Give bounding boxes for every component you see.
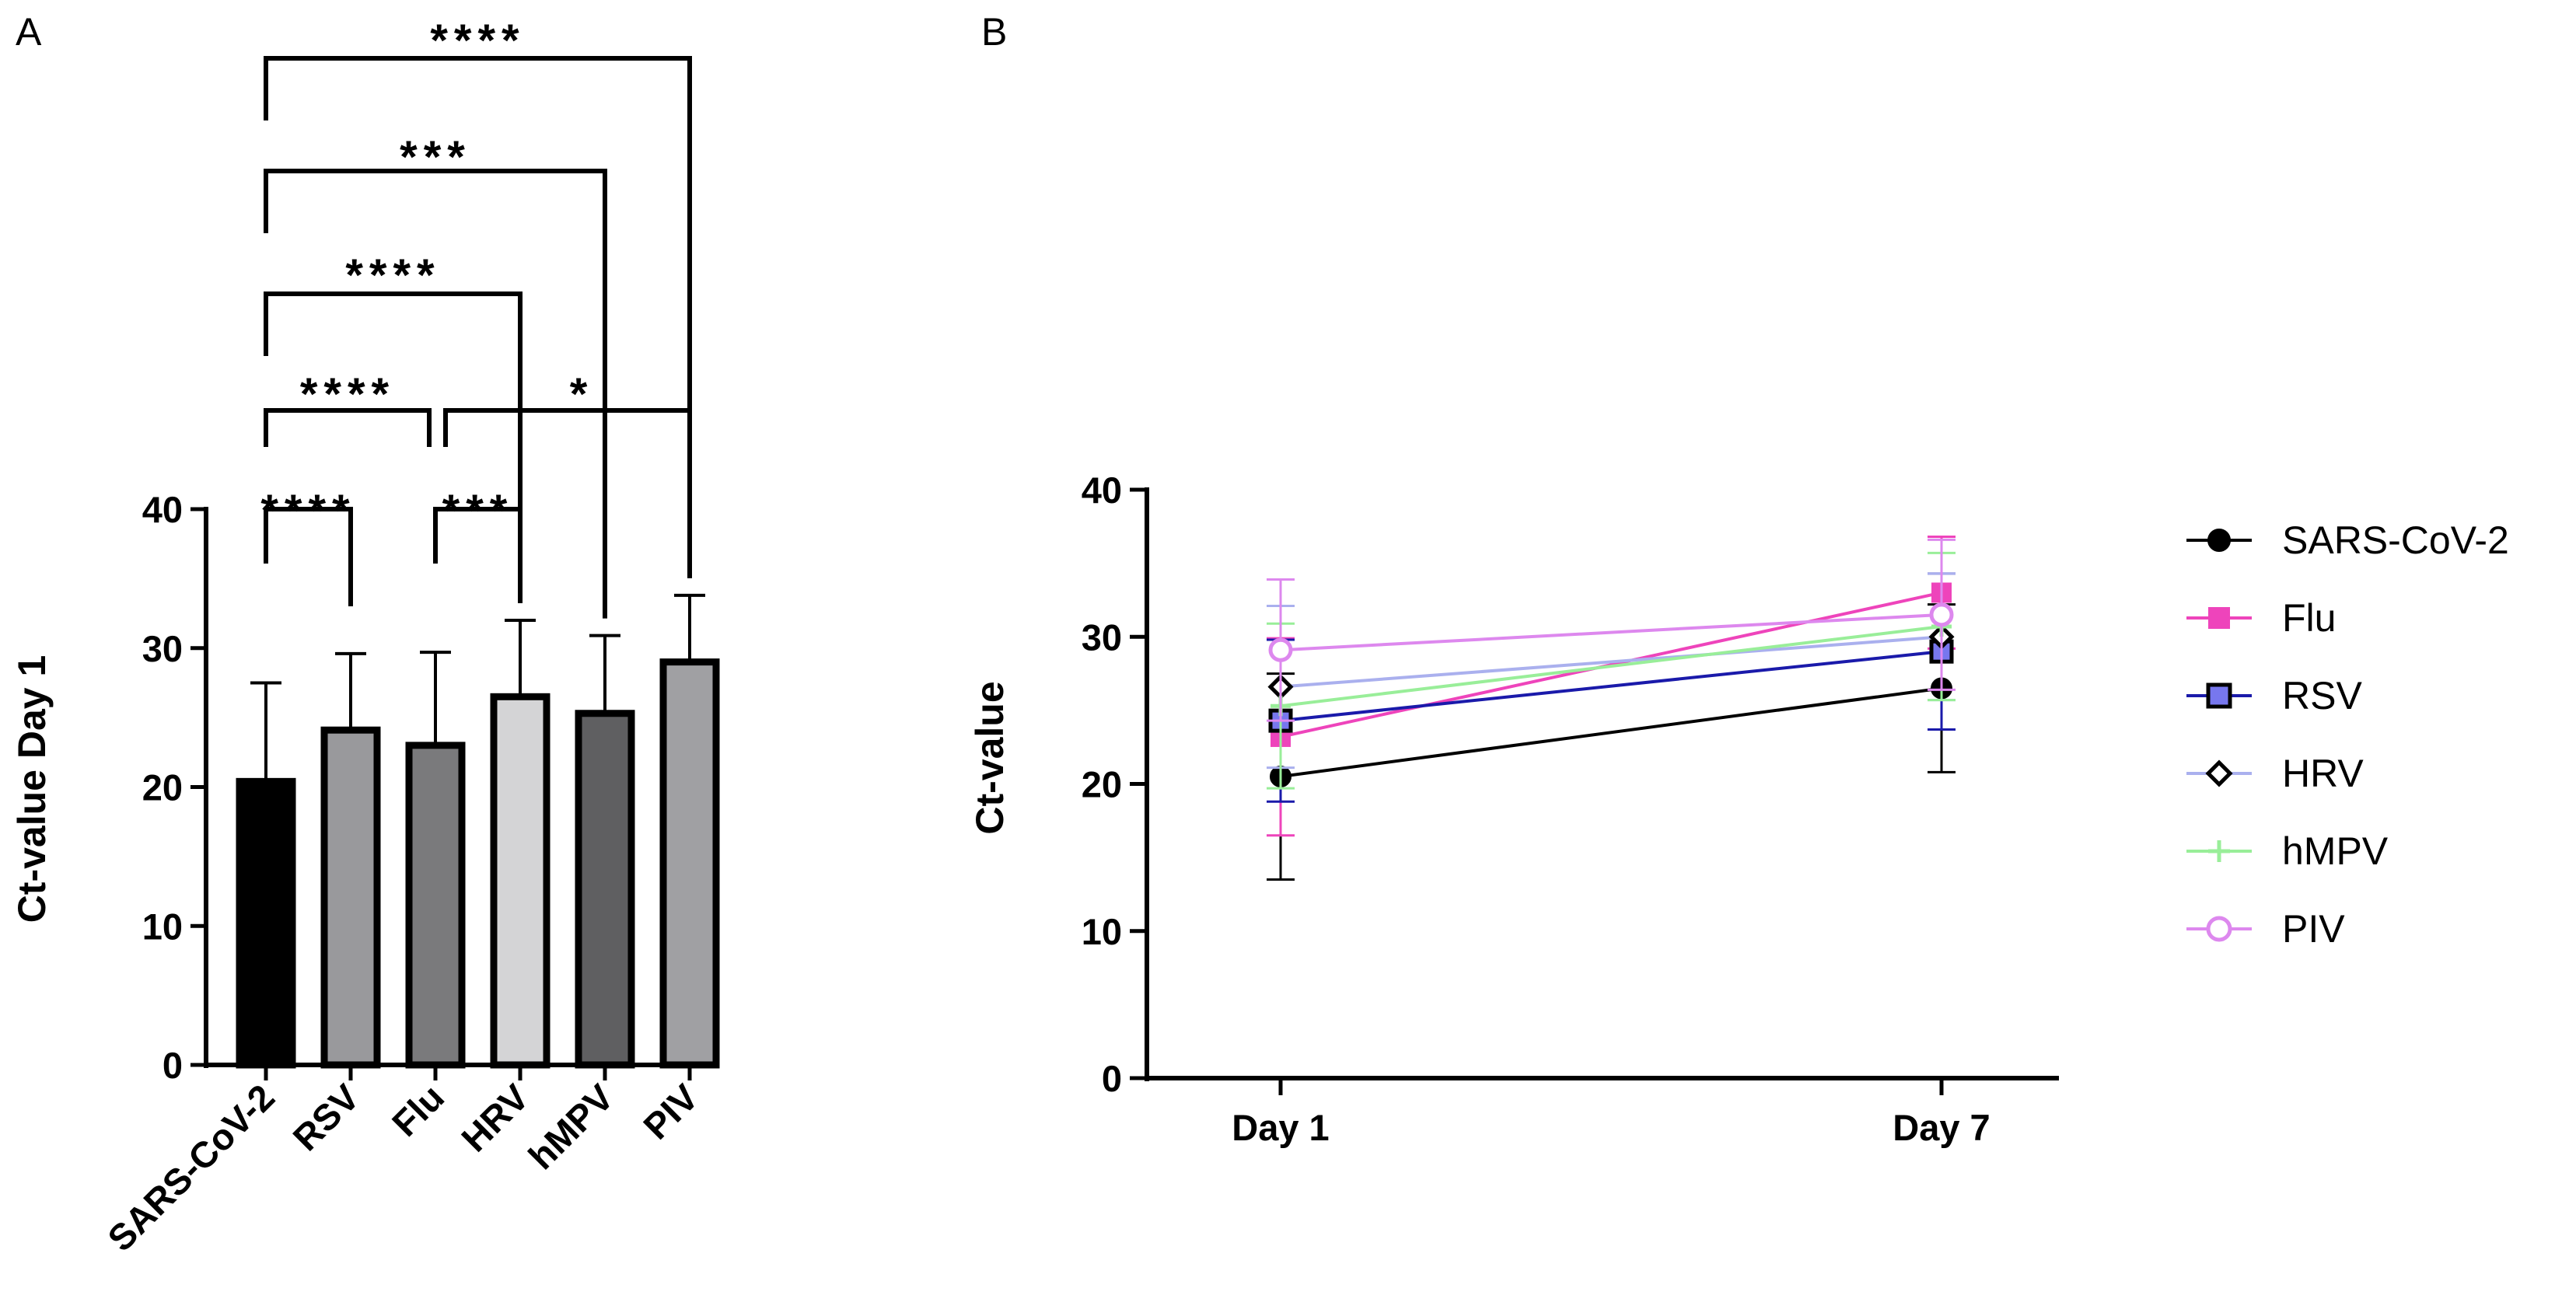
significance-bracket-sars-cov-2-rsv: **** [260, 486, 355, 606]
legend-item-sars-cov-2: SARS-CoV-2 [2186, 518, 2509, 562]
series-line-piv [1280, 613, 1942, 652]
bracket-line [264, 169, 607, 619]
panel-b: B Ct-value 0 10 20 30 40 Day 1 Day 7 SARS-CoV-2… [968, 10, 2509, 1148]
error-bar-sars-cov-2 [250, 681, 281, 782]
panel-a-label: A [16, 10, 42, 54]
panel-b-y-axis-title: Ct-value [968, 681, 1012, 834]
error-bar-piv [674, 593, 705, 662]
series-hmpv [1267, 551, 1956, 790]
series-line-sars-cov-2 [1280, 686, 1942, 779]
significance-stars: **** [300, 369, 395, 420]
x-tick-label-flu: Flu [384, 1077, 452, 1144]
y-tick-label-10: 10 [1082, 911, 1122, 952]
panel-a-y-axis-title: Ct-value Day 1 [10, 655, 54, 923]
legend-swatch-marker [2208, 607, 2230, 629]
bar-hrv [490, 693, 551, 1069]
y-tick-label-30: 30 [1082, 616, 1122, 658]
series-sars-cov-2 [1267, 603, 1956, 881]
x-tick-label-day-1: Day 1 [1232, 1107, 1329, 1148]
series-line-hmpv [1280, 625, 1942, 708]
series-hrv [1267, 572, 1956, 770]
series-piv [1267, 538, 1956, 722]
bar-flu [405, 742, 466, 1069]
legend-label-rsv: RSV [2282, 674, 2362, 717]
x-tick-label-hmpv: hMPV [520, 1076, 621, 1177]
legend-item-rsv: RSV [2186, 674, 2362, 717]
error-bar-hmpv [589, 634, 620, 714]
legend-label-sars-cov-2: SARS-CoV-2 [2282, 518, 2509, 562]
legend-item-hrv: HRV [2186, 752, 2364, 795]
legend-swatch-marker [2205, 759, 2233, 787]
legend-label-flu: Flu [2282, 596, 2336, 640]
point-piv-day-1 [1268, 637, 1293, 662]
significance-stars: **** [345, 250, 440, 301]
series-rsv [1267, 572, 1956, 803]
significance-bracket-sars-cov-2-flu: **** [264, 369, 432, 447]
y-tick-label-0: 0 [1102, 1058, 1122, 1099]
significance-bracket-sars-cov-2-hmpv: *** [264, 132, 607, 619]
y-tick-label-0: 0 [163, 1045, 183, 1086]
significance-bracket-flu-hrv: *** [433, 486, 523, 574]
series-line-rsv [1280, 650, 1942, 723]
y-tick-label-20: 20 [1082, 764, 1122, 805]
error-bar-rsv [335, 651, 366, 731]
panel-a: A Ct-value Day 1 0 10 20 30 40 SARS-CoV-2 RSV F… [10, 10, 720, 1259]
significance-stars: *** [442, 486, 514, 536]
bracket-line [264, 291, 523, 603]
y-tick-label-10: 10 [142, 906, 183, 947]
bracket-line [264, 408, 432, 447]
legend-swatch-marker [2208, 840, 2230, 862]
legend: SARS-CoV-2 Flu RSV HRV hMPV PIV [2186, 518, 2509, 951]
y-tick-label-40: 40 [1082, 469, 1122, 511]
series-line-hrv [1280, 635, 1942, 689]
legend-item-hmpv: hMPV [2186, 829, 2389, 873]
significance-stars: **** [430, 16, 525, 66]
y-tick-label-20: 20 [142, 767, 183, 808]
bar-piv [659, 658, 720, 1069]
legend-item-piv: PIV [2186, 907, 2345, 951]
y-tick-label-30: 30 [142, 628, 183, 669]
bar-rsv [320, 726, 381, 1069]
bracket-line [264, 56, 692, 578]
bar-sars-cov-2 [236, 777, 296, 1069]
legend-swatch-marker [2206, 682, 2232, 709]
bracket-line [443, 379, 692, 447]
x-tick-label-rsv: RSV [285, 1076, 367, 1158]
significance-stars: * [570, 369, 594, 420]
x-tick-label-sars-cov-2: SARS-CoV-2 [100, 1077, 282, 1259]
x-tick-label-piv: PIV [635, 1076, 707, 1147]
y-tick-label-40: 40 [142, 489, 183, 530]
legend-swatch-marker [2207, 529, 2231, 552]
legend-label-hmpv: hMPV [2282, 829, 2389, 873]
significance-stars: *** [400, 132, 471, 183]
legend-item-flu: Flu [2186, 596, 2336, 640]
legend-label-hrv: HRV [2282, 752, 2364, 795]
error-bar-flu [420, 651, 451, 745]
bar-hmpv [575, 710, 635, 1069]
significance-bracket-flu-piv: * [443, 369, 692, 447]
error-bar-hrv [505, 619, 536, 697]
bracket-line [264, 507, 353, 606]
significance-bracket-sars-cov-2-piv: **** [264, 16, 692, 578]
legend-label-piv: PIV [2282, 907, 2345, 951]
significance-stars: **** [260, 486, 355, 536]
legend-swatch-marker [2206, 916, 2232, 942]
significance-bracket-sars-cov-2-hrv: **** [264, 250, 523, 603]
x-tick-label-day-7: Day 7 [1893, 1107, 1990, 1148]
point-piv-day-7 [1929, 602, 1954, 627]
panel-b-label: B [981, 10, 1007, 54]
